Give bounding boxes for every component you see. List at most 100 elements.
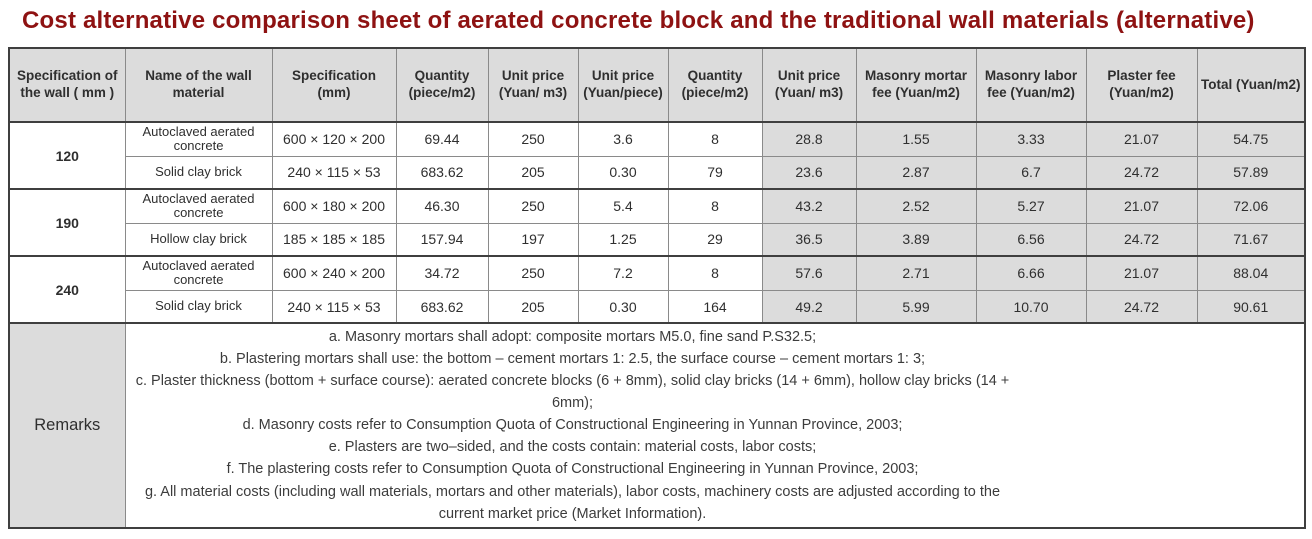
table-cell: 250 — [487, 255, 579, 291]
remark-line-f: f. The plastering costs refer to Consump… — [226, 461, 919, 478]
header-cell-unit-price-m3-2: Unit price (Yuan/ m3) — [761, 47, 857, 123]
table-cell: 197 — [487, 222, 579, 257]
wall-spec-cell: 190 — [8, 188, 126, 257]
cost-comparison-table: Specification of the wall ( mm ) Name of… — [8, 47, 1306, 529]
table-cell: 683.62 — [395, 155, 489, 190]
header-cell-masonry-mortar-fee: Masonry mortar fee (Yuan/m2) — [855, 47, 977, 123]
table-cell: 8 — [667, 188, 763, 224]
wall-spec-cell: 240 — [8, 255, 126, 324]
material-name-cell: Autoclaved aerated concrete — [124, 120, 273, 157]
remark-line-d: d. Masonry costs refer to Consumption Qu… — [242, 417, 903, 434]
table-cell: 43.2 — [761, 188, 857, 224]
table-cell: 36.5 — [761, 222, 857, 257]
table-cell: 240 × 115 × 53 — [271, 289, 397, 324]
table-row: 240 Autoclaved aerated concrete 600 × 24… — [8, 255, 1306, 324]
table-cell: 21.07 — [1085, 255, 1198, 291]
table-row: 190 Autoclaved aerated concrete 600 × 18… — [8, 188, 1306, 257]
table-row: 120 Autoclaved aerated concrete 600 × 12… — [8, 120, 1306, 190]
table-cell: 185 × 185 × 185 — [271, 222, 397, 257]
table-cell: 3.89 — [855, 222, 977, 257]
material-name-cell: Hollow clay brick — [124, 222, 273, 257]
table-cell: 28.8 — [761, 120, 857, 157]
table-cell: 79 — [667, 155, 763, 190]
table-cell: 205 — [487, 155, 579, 190]
table-cell: 164 — [667, 289, 763, 324]
table-cell: 600 × 240 × 200 — [271, 255, 397, 291]
table-cell: 29 — [667, 222, 763, 257]
table-cell: 49.2 — [761, 289, 857, 324]
header-cell-quantity-2: Quantity (piece/m2) — [667, 47, 763, 123]
table-cell: 7.2 — [577, 255, 669, 291]
table-cell: 2.87 — [855, 155, 977, 190]
table-cell: 1.25 — [577, 222, 669, 257]
table-cell: 1.55 — [855, 120, 977, 157]
remarks-label: Remarks — [8, 322, 126, 529]
table-cell: 2.71 — [855, 255, 977, 291]
table-cell: 54.75 — [1196, 120, 1306, 157]
table-cell: 250 — [487, 120, 579, 157]
table-cell: 5.4 — [577, 188, 669, 224]
remark-line-a: a. Masonry mortars shall adopt: composit… — [328, 329, 817, 346]
table-cell: 6.7 — [975, 155, 1087, 190]
header-cell-wall-spec: Specification of the wall ( mm ) — [8, 47, 126, 123]
table-cell: 24.72 — [1085, 222, 1198, 257]
table-cell: 34.72 — [395, 255, 489, 291]
table-row: Solid clay brick 240 × 115 × 53 683.62 2… — [9, 155, 1306, 190]
table-cell: 71.67 — [1196, 222, 1306, 257]
table-cell: 0.30 — [577, 155, 669, 190]
table-cell: 250 — [487, 188, 579, 224]
material-name-cell: Solid clay brick — [124, 289, 273, 324]
table-cell: 240 × 115 × 53 — [271, 155, 397, 190]
table-cell: 90.61 — [1196, 289, 1306, 324]
table-cell: 157.94 — [395, 222, 489, 257]
table-cell: 21.07 — [1085, 120, 1198, 157]
table-cell: 6.66 — [975, 255, 1087, 291]
table-cell: 46.30 — [395, 188, 489, 224]
table-cell: 5.99 — [855, 289, 977, 324]
table-cell: 600 × 180 × 200 — [271, 188, 397, 224]
table-cell: 88.04 — [1196, 255, 1306, 291]
table-cell: 24.72 — [1085, 155, 1198, 190]
material-name-cell: Autoclaved aerated concrete — [124, 188, 273, 224]
table-cell: 3.6 — [577, 120, 669, 157]
table-cell: 5.27 — [975, 188, 1087, 224]
table-cell: 683.62 — [395, 289, 489, 324]
table-cell: 600 × 120 × 200 — [271, 120, 397, 157]
table-row: Hollow clay brick 185 × 185 × 185 157.94… — [9, 222, 1306, 257]
material-name-cell: Solid clay brick — [124, 155, 273, 190]
remarks-row: Remarks a. Masonry mortars shall adopt: … — [8, 322, 1306, 529]
table-cell: 8 — [667, 120, 763, 157]
table-cell: 21.07 — [1085, 188, 1198, 224]
header-row: Specification of the wall ( mm ) Name of… — [8, 47, 1306, 123]
header-cell-plaster-fee: Plaster fee (Yuan/m2) — [1085, 47, 1198, 123]
table-cell: 0.30 — [577, 289, 669, 324]
header-cell-unit-price-piece: Unit price (Yuan/piece) — [577, 47, 669, 123]
table-cell: 69.44 — [395, 120, 489, 157]
header-cell-unit-price-m3-1: Unit price (Yuan/ m3) — [487, 47, 579, 123]
remark-line-b: b. Plastering mortars shall use: the bot… — [219, 351, 926, 368]
table-cell: 72.06 — [1196, 188, 1306, 224]
table-cell: 3.33 — [975, 120, 1087, 157]
table-cell: 205 — [487, 289, 579, 324]
material-name-cell: Autoclaved aerated concrete — [124, 255, 273, 291]
remark-line-e: e. Plasters are two–sided, and the costs… — [328, 439, 817, 456]
table-cell: 10.70 — [975, 289, 1087, 324]
header-cell-masonry-labor-fee: Masonry labor fee (Yuan/m2) — [975, 47, 1087, 123]
wall-spec-cell: 120 — [8, 120, 126, 190]
header-cell-specification: Specification (mm) — [271, 47, 397, 123]
table-cell: 2.52 — [855, 188, 977, 224]
page-title: Cost alternative comparison sheet of aer… — [22, 7, 1255, 34]
remark-line-c: c. Plaster thickness (bottom + surface c… — [135, 373, 1010, 412]
remarks-body: a. Masonry mortars shall adopt: composit… — [124, 322, 1306, 529]
table-cell: 24.72 — [1085, 289, 1198, 324]
table-cell: 57.6 — [761, 255, 857, 291]
header-cell-total: Total (Yuan/m2) — [1196, 47, 1306, 123]
header-cell-material-name: Name of the wall material — [124, 47, 273, 123]
table-cell: 57.89 — [1196, 155, 1306, 190]
header-cell-quantity-1: Quantity (piece/m2) — [395, 47, 489, 123]
table-cell: 6.56 — [975, 222, 1087, 257]
table-cell: 8 — [667, 255, 763, 291]
remark-line-g: g. All material costs (including wall ma… — [144, 483, 1001, 522]
table-row: Solid clay brick 240 × 115 × 53 683.62 2… — [9, 289, 1306, 324]
